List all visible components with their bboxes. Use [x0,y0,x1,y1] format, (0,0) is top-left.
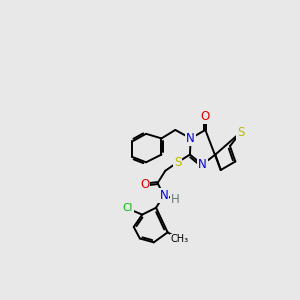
Text: N: N [186,132,195,145]
Text: O: O [140,178,149,191]
Text: S: S [237,126,244,139]
Text: CH₃: CH₃ [171,234,189,244]
Text: H: H [171,193,180,206]
Text: O: O [201,110,210,123]
Text: S: S [174,156,181,169]
Text: Cl: Cl [122,203,133,214]
Text: N: N [159,189,168,202]
Text: N: N [198,158,207,171]
